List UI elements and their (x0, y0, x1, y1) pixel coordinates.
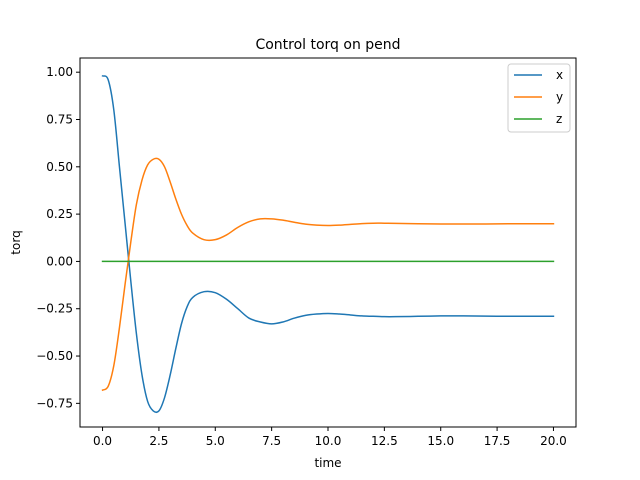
x-tick-label: 5.0 (206, 434, 225, 448)
legend-label-x: x (556, 68, 563, 82)
y-tick-label: 0.50 (46, 160, 73, 174)
legend-label-z: z (556, 112, 562, 126)
x-axis-label: time (314, 456, 341, 470)
y-tick-label: 1.00 (46, 65, 73, 79)
y-tick-label: 0.75 (46, 113, 73, 127)
series-line-x (101, 74, 555, 414)
x-tick-label: 10.0 (315, 434, 342, 448)
legend-label-y: y (556, 90, 563, 104)
x-tick-label: 7.5 (262, 434, 281, 448)
x-axis: 0.0 2.5 5.0 7.5 10.0 12.5 15.0 17.5 20.0 (93, 427, 567, 448)
legend-box (507, 63, 571, 133)
plot-lines (101, 74, 555, 414)
y-axis: −0.75 −0.50 −0.25 0.00 0.25 0.50 0.75 1.00 (36, 65, 80, 410)
series-line-y (101, 157, 555, 392)
x-tick-label: 20.0 (540, 434, 567, 448)
x-tick-label: 17.5 (484, 434, 511, 448)
x-tick-label: 12.5 (371, 434, 398, 448)
y-tick-label: 0.00 (46, 254, 73, 268)
x-tick-label: 2.5 (149, 434, 168, 448)
x-tick-label: 0.0 (93, 434, 112, 448)
chart-title: Control torq on pend (255, 37, 400, 53)
y-tick-label: −0.25 (36, 302, 73, 316)
legend: xyz (507, 63, 571, 133)
y-axis-label: torq (9, 230, 23, 254)
x-tick-label: 15.0 (427, 434, 454, 448)
y-tick-label: 0.25 (46, 207, 73, 221)
y-tick-label: −0.75 (36, 396, 73, 410)
y-tick-label: −0.50 (36, 349, 73, 363)
